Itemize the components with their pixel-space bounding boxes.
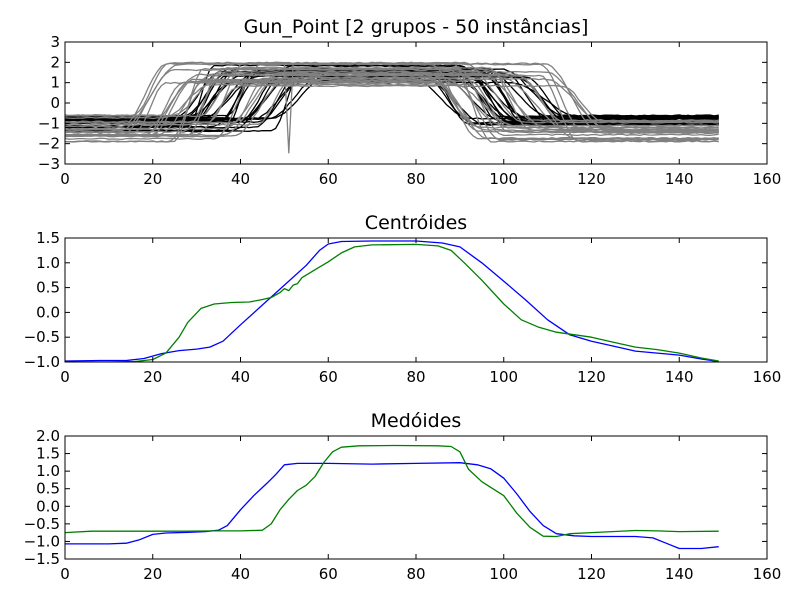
y-tick-label: −0.5 [24, 328, 60, 346]
y-tick-label: 0.5 [36, 279, 60, 297]
x-tick-label: 0 [60, 565, 70, 583]
x-tick-label: 20 [143, 565, 162, 583]
y-tick-label: 1.0 [36, 254, 60, 272]
x-tick-label: 120 [577, 170, 606, 188]
x-tick-label: 80 [406, 170, 425, 188]
y-tick-label: 3 [50, 33, 60, 51]
y-tick-label: −2 [38, 135, 60, 153]
x-tick-label: 0 [60, 368, 70, 386]
series-line-2 [65, 244, 719, 362]
x-tick-label: 120 [577, 368, 606, 386]
x-tick-label: 140 [665, 565, 694, 583]
plot-2: Centróides 0 20 40 60 80 100 120 140 160 −1.0 −0.5 0… [24, 212, 782, 386]
y-tick-label: −0.5 [24, 515, 60, 533]
y-tick-label: 2 [50, 53, 60, 71]
series-group [65, 446, 719, 549]
y-tick-label: 1.0 [36, 462, 60, 480]
series-line-2 [65, 446, 719, 537]
series-group [65, 62, 719, 153]
y-tick-label: −3 [38, 155, 60, 173]
x-tick-label: 140 [665, 170, 694, 188]
x-tick-label: 100 [489, 368, 518, 386]
x-tick-label: 100 [489, 565, 518, 583]
axes-frame [65, 436, 767, 559]
y-tick-label: −1.0 [24, 532, 60, 550]
y-tick-label: 1 [50, 74, 60, 92]
x-tick-label: 80 [406, 565, 425, 583]
x-tick-label: 160 [753, 170, 782, 188]
plot-title: Centróides [365, 212, 467, 234]
x-tick-label: 80 [406, 368, 425, 386]
x-tick-label: 60 [319, 170, 338, 188]
x-tick-label: 40 [231, 368, 250, 386]
y-tick-label: 1.5 [36, 229, 60, 247]
y-tick-label: 0.5 [36, 480, 60, 498]
series-group [65, 241, 719, 362]
y-tick-label: 1.5 [36, 445, 60, 463]
y-tick-label: 0.0 [36, 303, 60, 321]
x-tick-label: 100 [489, 170, 518, 188]
x-tick-label: 20 [143, 170, 162, 188]
plot-title: Gun_Point [2 grupos - 50 instâncias] [244, 16, 589, 38]
plot-1: Gun_Point [2 grupos - 50 instâncias]0 20 4… [38, 16, 781, 188]
x-tick-label: 20 [143, 368, 162, 386]
x-tick-label: 120 [577, 565, 606, 583]
y-tick-label: 2.0 [36, 427, 60, 445]
series-line-1 [65, 463, 719, 549]
y-tick-label: −1 [38, 114, 60, 132]
axes-frame [65, 238, 767, 362]
x-tick-label: 160 [753, 368, 782, 386]
x-tick-label: 40 [231, 170, 250, 188]
plot-title: Medóides [371, 410, 462, 432]
x-tick-label: 40 [231, 565, 250, 583]
y-tick-label: −1.5 [24, 550, 60, 568]
x-tick-label: 60 [319, 368, 338, 386]
x-tick-label: 0 [60, 170, 70, 188]
plot-3: Medóides 0 20 40 60 80 100 120 140 160 −1.5−1.0−0.… [24, 410, 782, 583]
x-tick-label: 60 [319, 565, 338, 583]
y-tick-label: −1.0 [24, 353, 60, 371]
x-tick-label: 140 [665, 368, 694, 386]
y-tick-label: 0 [50, 94, 60, 112]
y-tick-label: 0.0 [36, 497, 60, 515]
x-tick-label: 160 [753, 565, 782, 583]
